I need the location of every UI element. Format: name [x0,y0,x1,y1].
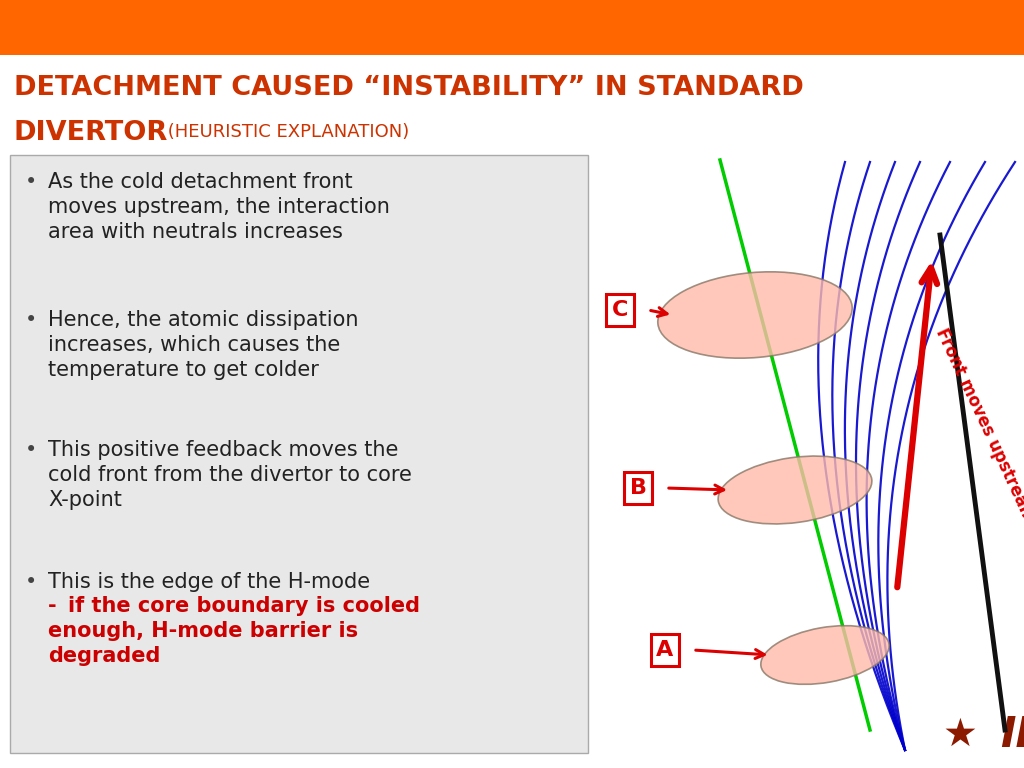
Text: Hence, the atomic dissipation
increases, which causes the
temperature to get col: Hence, the atomic dissipation increases,… [48,310,358,379]
Text: As the cold detachment front
moves upstream, the interaction
area with neutrals : As the cold detachment front moves upstr… [48,172,390,242]
Ellipse shape [657,272,852,358]
Text: -  if the core boundary is cooled
enough, H-mode barrier is
degraded: - if the core boundary is cooled enough,… [48,596,420,666]
Bar [0,0,1024,55]
Text: DIVERTOR: DIVERTOR [14,120,168,146]
Text: DETACHMENT CAUSED “INSTABILITY” IN STANDARD: DETACHMENT CAUSED “INSTABILITY” IN STAND… [14,75,804,101]
Text: •: • [25,572,37,592]
Text: IFS: IFS [1000,714,1024,756]
Text: •: • [25,172,37,192]
Text: A: A [656,640,674,660]
Text: This positive feedback moves the
cold front from the divertor to core
X-point: This positive feedback moves the cold fr… [48,440,412,510]
Text: ★: ★ [942,716,978,754]
Bar [10,155,588,753]
Ellipse shape [761,626,889,684]
Text: B: B [630,478,646,498]
Text: C: C [611,300,628,320]
Text: •: • [25,440,37,460]
Text: This is the edge of the H-mode: This is the edge of the H-mode [48,572,370,592]
Text: Front moves upstream: Front moves upstream [932,325,1024,525]
Text: (HEURISTIC EXPLANATION): (HEURISTIC EXPLANATION) [162,123,410,141]
Text: •: • [25,310,37,330]
Ellipse shape [718,456,871,524]
